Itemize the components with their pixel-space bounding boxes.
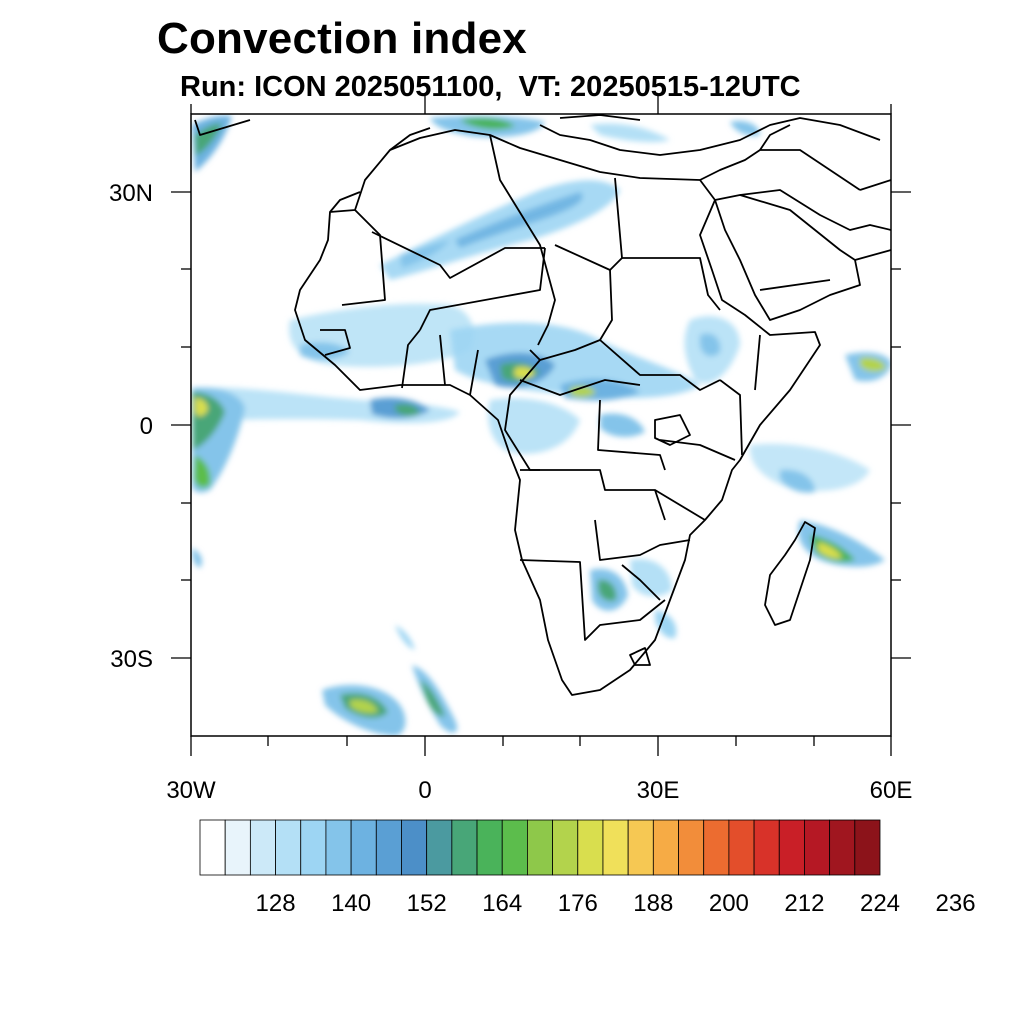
colorbar-swatch: [577, 819, 604, 876]
colorbar-label: 188: [633, 890, 673, 917]
colorbar-swatch: [678, 819, 705, 876]
convection-field: [192, 115, 891, 736]
country-borders: [194, 114, 891, 696]
colorbar-swatch: [300, 819, 327, 876]
y-tick-label-30n: 30N: [109, 180, 153, 207]
colorbar-swatch: [375, 819, 402, 876]
colorbar-swatch: [249, 819, 276, 876]
colorbar-swatch: [552, 819, 579, 876]
colorbar-label: 128: [256, 890, 296, 917]
colorbar-swatch: [703, 819, 730, 876]
axis-ticks: [171, 94, 911, 756]
colorbar-swatch: [224, 819, 251, 876]
colorbar-swatch: [854, 819, 881, 876]
colorbar-label: 164: [482, 890, 522, 917]
colorbar-swatch: [401, 819, 428, 876]
chart-title: Convection index: [157, 14, 527, 63]
colorbar-swatch: [476, 819, 503, 876]
colorbar-swatch: [350, 819, 377, 876]
colorbar: 128 140 152 164 176 188 200 212 224 236: [199, 819, 976, 917]
colorbar-swatch: [527, 819, 553, 876]
x-tick-label-30w: 30W: [166, 777, 216, 804]
colorbar-label: 200: [709, 890, 749, 917]
colorbar-swatch: [275, 819, 302, 876]
colorbar-swatch: [199, 819, 226, 876]
y-tick-label-0: 0: [140, 413, 153, 440]
x-tick-label-30e: 30E: [637, 777, 680, 804]
colorbar-label: 212: [784, 890, 824, 917]
colorbar-swatch: [627, 819, 654, 876]
colorbar-swatch: [778, 819, 805, 876]
colorbar-swatch: [652, 819, 679, 876]
colorbar-label: 224: [860, 890, 900, 917]
colorbar-swatch: [829, 819, 856, 876]
colorbar-label: 140: [331, 890, 371, 917]
colorbar-swatch: [728, 819, 755, 876]
colorbar-swatch: [451, 819, 478, 876]
x-tick-label-60e: 60E: [870, 777, 913, 804]
x-tick-label-0: 0: [418, 777, 431, 804]
colorbar-swatch: [426, 819, 453, 876]
colorbar-label: 152: [407, 890, 447, 917]
y-tick-label-30s: 30S: [110, 646, 153, 673]
colorbar-swatch: [501, 819, 528, 876]
colorbar-swatch: [602, 819, 629, 876]
chart-subtitle: Run: ICON 2025051100, VT: 20250515-12UTC: [180, 71, 801, 103]
colorbar-swatch: [804, 819, 831, 876]
colorbar-label: 236: [936, 890, 976, 917]
colorbar-swatch: [753, 819, 780, 876]
colorbar-label: 176: [558, 890, 598, 917]
colorbar-swatch: [325, 819, 352, 876]
